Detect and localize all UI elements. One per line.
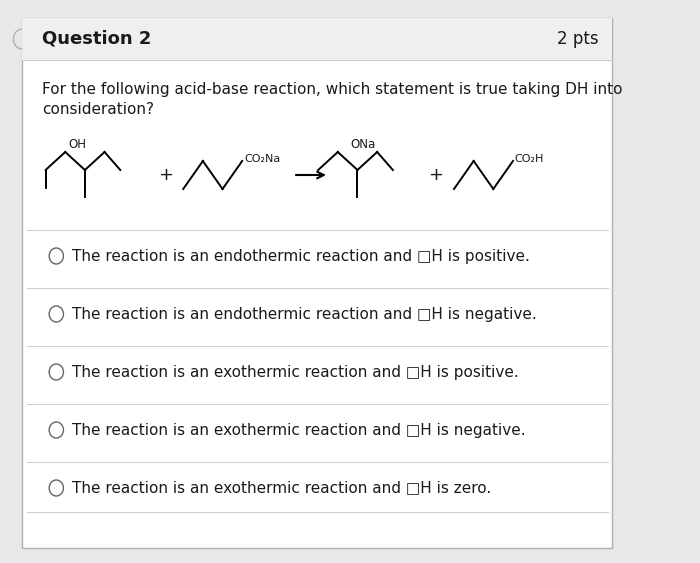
Text: 2 pts: 2 pts (557, 30, 598, 48)
Text: Question 2: Question 2 (42, 30, 151, 48)
Text: The reaction is an exothermic reaction and □H is zero.: The reaction is an exothermic reaction a… (72, 480, 491, 495)
Text: OH: OH (69, 138, 87, 151)
Text: The reaction is an endothermic reaction and □H is positive.: The reaction is an endothermic reaction … (72, 248, 531, 263)
Text: +: + (428, 166, 444, 184)
Bar (22, 18, 612, 60)
Text: CO₂Na: CO₂Na (244, 154, 280, 164)
Text: consideration?: consideration? (42, 102, 154, 117)
Text: +: + (158, 166, 173, 184)
Text: CO₂H: CO₂H (514, 154, 544, 164)
Text: The reaction is an exothermic reaction and □H is negative.: The reaction is an exothermic reaction a… (72, 422, 526, 437)
Text: The reaction is an endothermic reaction and □H is negative.: The reaction is an endothermic reaction … (72, 306, 537, 321)
Text: ONa: ONa (350, 138, 376, 151)
Text: For the following acid-base reaction, which statement is true taking DH into: For the following acid-base reaction, wh… (42, 82, 622, 97)
Text: The reaction is an exothermic reaction and □H is positive.: The reaction is an exothermic reaction a… (72, 364, 519, 379)
